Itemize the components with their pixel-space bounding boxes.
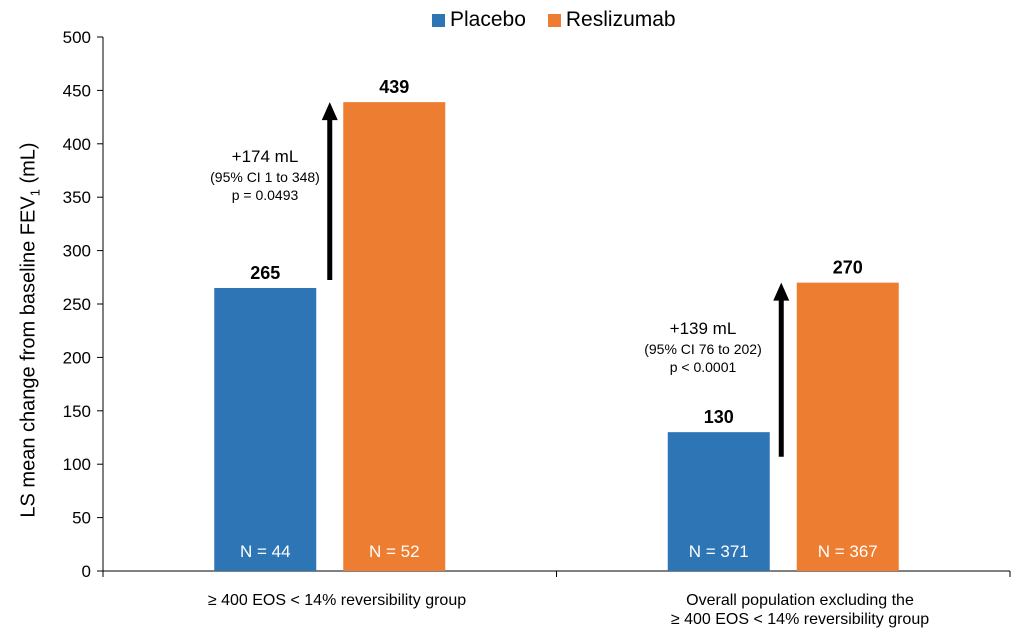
bar-n-label: N = 371 [689,542,749,561]
legend-item-placebo: Placebo [432,8,526,32]
y-tick-label: 500 [63,28,91,47]
x-category-label-1: ≥ 400 EOS < 14% reversibility group [152,591,522,610]
y-tick-label: 300 [63,242,91,261]
y-tick-label: 450 [63,81,91,100]
y-tick-label: 100 [63,455,91,474]
annotation-p-2: p < 0.0001 [669,359,737,375]
y-tick-label: 350 [63,188,91,207]
x-category-label-2-line-2: ≥ 400 EOS < 14% reversibility group [670,611,930,628]
legend-item-reslizumab: Reslizumab [547,8,676,32]
annotation-delta-2: +139 mL [669,319,737,338]
y-tick-label: 150 [63,402,91,421]
legend-swatch-reslizumab [547,13,561,27]
legend-swatch-placebo [432,13,445,27]
y-tick-label: 200 [63,348,91,367]
legend-label-reslizumab: Reslizumab [565,8,676,31]
x-category-label-2: Overall population excluding the ≥ 400 E… [600,591,1000,629]
x-category-label-2-line-1: Overall population excluding the [686,592,914,609]
bar-n-label: N = 44 [240,542,291,561]
difference-arrow-head [321,102,338,121]
annotation-group-2: +139 mL (95% CI 76 to 202) p < 0.0001 [618,318,788,376]
difference-arrow-head [773,282,790,301]
bar-reslizumab-1 [343,102,446,571]
y-tick-label: 50 [72,509,91,528]
bar-n-label: N = 52 [369,542,420,561]
annotation-delta-1: +174 mL [231,147,299,166]
annotation-ci-2: (95% CI 76 to 202) [644,341,762,357]
chart-legend: Placebo Reslizumab [432,8,698,32]
y-tick-label: 250 [63,295,91,314]
legend-label-placebo: Placebo [450,8,526,31]
annotation-p-1: p = 0.0493 [231,187,299,203]
bar-value-label: 130 [704,407,734,427]
x-category-label-1-line-1: ≥ 400 EOS < 14% reversibility group [207,592,467,609]
bar-value-label: 270 [833,258,863,278]
bar-value-label: 439 [379,77,409,97]
annotation-ci-1: (95% CI 1 to 348) [210,169,320,185]
bar-placebo-1 [214,287,317,571]
annotation-group-1: +174 mL (95% CI 1 to 348) p = 0.0493 [180,146,350,204]
bar-placebo-2 [667,432,770,571]
bar-value-label: 265 [250,263,280,283]
bar-n-label: N = 367 [818,542,878,561]
bar-reslizumab-2 [796,282,899,571]
y-tick-label: 400 [63,135,91,154]
y-tick-label: 0 [82,562,91,581]
